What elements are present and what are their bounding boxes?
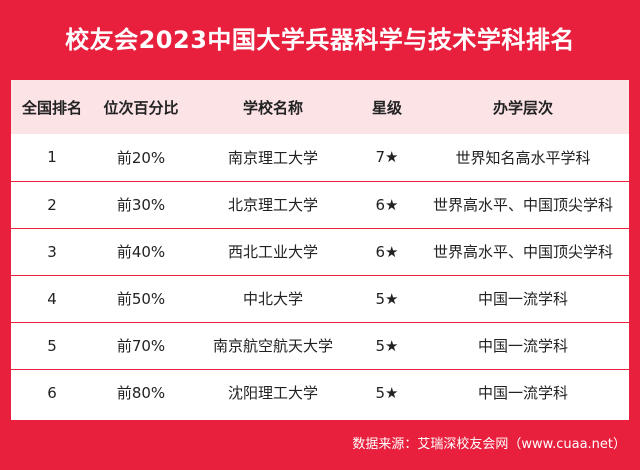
star-cell: 5★ [357, 321, 417, 369]
rank-cell: 2 [11, 180, 93, 228]
rank-cell: 5 [11, 321, 93, 369]
ranking-table: 全国排名 位次百分比 学校名称 星级 办学层次 1 前20% 南京理工大学 7★… [11, 80, 629, 416]
school-cell: 西北工业大学 [189, 227, 357, 275]
school-cell: 沈阳理工大学 [189, 368, 357, 416]
percent-cell: 前40% [93, 227, 189, 275]
level-cell: 世界高水平、中国顶尖学科 [417, 180, 629, 228]
rank-cell: 4 [11, 274, 93, 322]
header-school: 学校名称 [242, 98, 303, 117]
table-row: 6 前80% 沈阳理工大学 5★ 中国一流学科 [11, 368, 629, 416]
school-cell: 北京理工大学 [189, 180, 357, 228]
star-cell: 6★ [357, 180, 417, 228]
data-source-footer: 数据来源：艾瑞深校友会网（www.cuaa.net） [352, 437, 626, 452]
percent-cell: 前70% [93, 321, 189, 369]
star-cell: 7★ [375, 148, 399, 167]
level-cell: 中国一流学科 [417, 368, 629, 416]
header-percent: 位次百分比 [103, 98, 179, 117]
rank-cell: 3 [11, 227, 93, 275]
rank-cell: 1 [47, 148, 57, 167]
page-title: 校友会2023中国大学兵器科学与技术学科排名 [65, 26, 575, 54]
level-cell: 中国一流学科 [417, 274, 629, 322]
table-row: 5 前70% 南京航空航天大学 5★ 中国一流学科 [11, 321, 629, 369]
header-star: 星级 [371, 98, 402, 117]
rank-cell: 6 [11, 368, 93, 416]
percent-cell: 前30% [93, 180, 189, 228]
level-cell: 世界知名高水平学科 [455, 148, 591, 167]
level-cell: 中国一流学科 [417, 321, 629, 369]
table-row: 4 前50% 中北大学 5★ 中国一流学科 [11, 274, 629, 322]
school-cell: 南京理工大学 [227, 148, 318, 167]
school-cell: 南京航空航天大学 [189, 321, 357, 369]
star-cell: 5★ [357, 274, 417, 322]
table-row: 3 前40% 西北工业大学 6★ 世界高水平、中国顶尖学科 [11, 227, 629, 275]
header-rank: 全国排名 [21, 98, 82, 117]
star-cell: 5★ [357, 368, 417, 416]
table-row: 1 前20% 南京理工大学 7★ 世界知名高水平学科 [11, 134, 629, 181]
ranking-table-card: 全国排名 位次百分比 学校名称 星级 办学层次 1 前20% 南京理工大学 7★… [11, 80, 629, 420]
school-cell: 中北大学 [189, 274, 357, 322]
table-row: 2 前30% 北京理工大学 6★ 世界高水平、中国顶尖学科 [11, 180, 629, 228]
percent-cell: 前50% [93, 274, 189, 322]
percent-cell: 前80% [93, 368, 189, 416]
table-header-row: 全国排名 位次百分比 学校名称 星级 办学层次 [11, 80, 629, 134]
percent-cell: 前20% [116, 148, 166, 167]
level-cell: 世界高水平、中国顶尖学科 [417, 227, 629, 275]
star-cell: 6★ [357, 227, 417, 275]
header-level: 办学层次 [492, 98, 553, 117]
